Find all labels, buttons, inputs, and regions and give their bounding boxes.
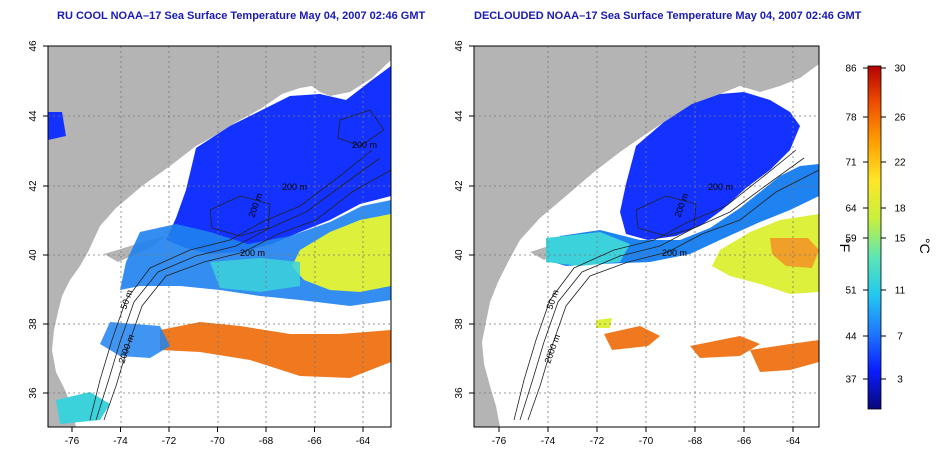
- x-tick-label: -74: [541, 436, 556, 447]
- contour-label: 200 m: [708, 182, 733, 192]
- right-small-warm-patch: [596, 318, 612, 328]
- celsius-tick-label: 22: [894, 158, 906, 169]
- right-cold-water: [620, 92, 800, 240]
- left-gulf-maine-patch: [48, 112, 66, 140]
- fahrenheit-tick-label: 59: [845, 234, 857, 245]
- fahrenheit-tick-label: 37: [845, 375, 857, 386]
- y-tick-label: 44: [28, 110, 39, 122]
- celsius-tick-label: 7: [897, 332, 903, 343]
- celsius-tick-label: 3: [897, 375, 903, 386]
- left-panel-title: RU COOL NOAA–17 Sea Surface Temperature …: [57, 10, 426, 22]
- left-grid: [48, 46, 391, 427]
- x-tick-label: -64: [356, 436, 371, 447]
- x-tick-label: -76: [492, 436, 507, 447]
- right-grid: [474, 46, 819, 427]
- celsius-tick-label: 26: [894, 113, 906, 124]
- x-tick-label: -66: [737, 436, 752, 447]
- right-hot-patch-3: [750, 340, 819, 372]
- celsius-tick-label: 18: [894, 204, 906, 215]
- celsius-unit-label: °C: [917, 238, 933, 254]
- right-warm-core: [770, 238, 819, 268]
- y-tick-label: 42: [28, 180, 39, 192]
- x-tick-label: -74: [113, 436, 128, 447]
- y-tick-label: 36: [454, 387, 465, 399]
- left-map-frame: [47, 45, 392, 428]
- celsius-tick-label: 15: [894, 234, 906, 245]
- contour-label: 200 m: [352, 140, 377, 150]
- y-tick-label: 46: [28, 40, 39, 52]
- right-axis-ticks: -76 -74 -72 -70 -68 -66 -64 36 38 40 42 44 46: [454, 40, 801, 447]
- right-map: 200 m 200 m 200 m 50 m 2000 m: [474, 46, 819, 427]
- x-tick-label: -72: [162, 436, 177, 447]
- left-map: 200 m 200 m 200 m 50 m 2000 m 200 m: [48, 46, 391, 427]
- y-tick-label: 44: [454, 110, 465, 122]
- fahrenheit-tick-label: 51: [845, 286, 857, 297]
- x-tick-label: -68: [688, 436, 703, 447]
- y-tick-label: 38: [28, 318, 39, 330]
- fahrenheit-tick-label: 44: [845, 332, 857, 343]
- fahrenheit-unit-label: °F: [837, 238, 853, 252]
- y-tick-label: 40: [454, 249, 465, 261]
- left-south-cool-water: [56, 392, 110, 424]
- fahrenheit-tick-label: 86: [845, 64, 857, 75]
- right-warm-water: [712, 214, 819, 294]
- left-cold-water: [166, 66, 391, 254]
- right-contours: [513, 149, 819, 421]
- x-tick-label: -70: [210, 436, 225, 447]
- celsius-tick-label: 11: [895, 286, 906, 297]
- right-cool-water: [546, 232, 630, 266]
- left-cloud-band: [100, 292, 391, 326]
- left-land-mass: [48, 46, 391, 427]
- x-tick-label: -70: [639, 436, 654, 447]
- fahrenheit-tick-label: 71: [845, 158, 857, 169]
- celsius-tick-label: 30: [894, 64, 906, 75]
- left-contours: [89, 109, 391, 421]
- left-warm-water: [292, 214, 391, 292]
- contour-label: 200 m: [662, 248, 687, 258]
- right-hot-patch-2: [690, 336, 760, 358]
- contour-label: 200 m: [282, 182, 307, 192]
- colorbar-gradient: [867, 65, 882, 410]
- left-cool-water: [210, 258, 300, 292]
- x-tick-label: -68: [259, 436, 274, 447]
- x-tick-label: -72: [590, 436, 605, 447]
- left-axis-ticks: -76 -74 -72 -70 -68 -66 -64 36 38 40 42 44 46: [28, 40, 371, 447]
- x-tick-label: -76: [65, 436, 80, 447]
- y-tick-label: 38: [454, 318, 465, 330]
- x-tick-label: -66: [307, 436, 322, 447]
- x-tick-label: -64: [786, 436, 801, 447]
- y-tick-label: 40: [28, 249, 39, 261]
- y-tick-label: 42: [454, 180, 465, 192]
- colorbar-ticks: 86 78 71 64 59 51 44 37 30 26 22 18 15 11 7 3: [845, 64, 906, 386]
- fahrenheit-tick-label: 78: [845, 113, 857, 124]
- colorbar: 86 78 71 64 59 51 44 37 30 26 22 18 15 11 7 3 °F °C: [837, 64, 933, 410]
- right-land-mass: [474, 46, 819, 427]
- y-tick-label: 46: [454, 40, 465, 52]
- right-panel-title: DECLOUDED NOAA–17 Sea Surface Temperatur…: [474, 10, 862, 22]
- fahrenheit-tick-label: 64: [845, 204, 857, 215]
- y-tick-label: 36: [28, 387, 39, 399]
- contour-label: 200 m: [240, 248, 265, 258]
